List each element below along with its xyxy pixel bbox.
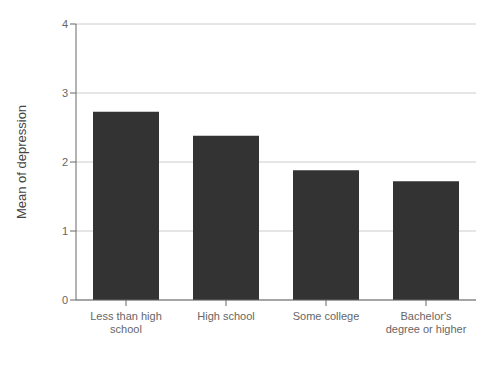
- svg-text:3: 3: [62, 87, 68, 99]
- svg-text:Less than highschool: Less than highschool: [90, 310, 162, 335]
- svg-text:Bachelor'sdegree or higher: Bachelor'sdegree or higher: [386, 310, 467, 335]
- svg-text:4: 4: [62, 18, 68, 30]
- svg-text:High school: High school: [197, 310, 254, 322]
- svg-text:Some college: Some college: [293, 310, 360, 322]
- svg-text:0: 0: [62, 294, 68, 306]
- svg-text:1: 1: [62, 225, 68, 237]
- svg-text:2: 2: [62, 156, 68, 168]
- svg-text:Mean of depression: Mean of depression: [14, 105, 29, 219]
